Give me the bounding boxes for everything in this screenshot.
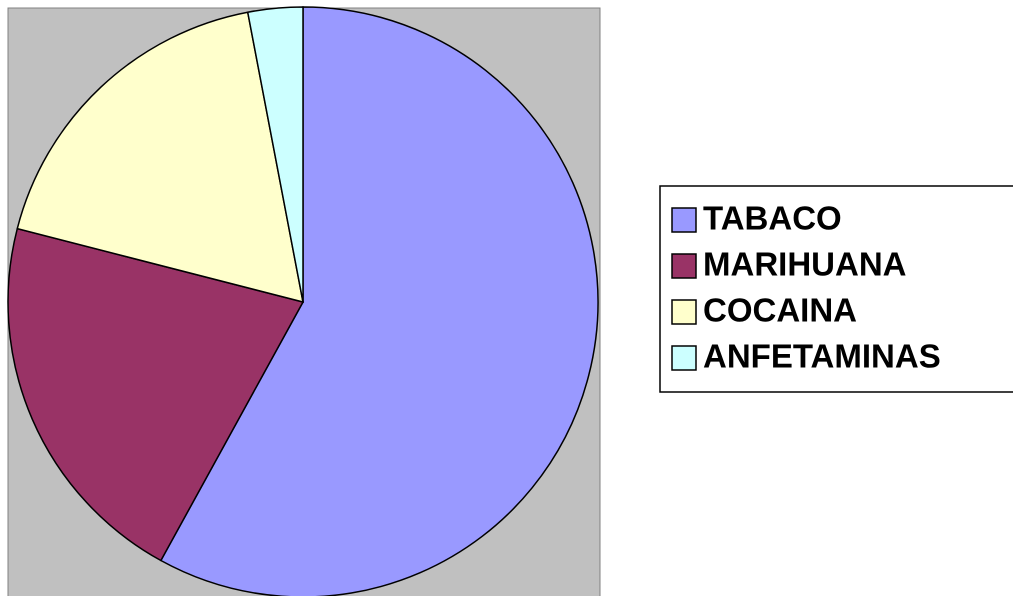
legend-swatch <box>671 299 697 325</box>
legend-swatch <box>671 207 697 233</box>
legend-label: MARIHUANA <box>703 246 906 283</box>
pie-slice <box>159 6 599 596</box>
legend-label: COCAINA <box>703 292 857 329</box>
legend-label: ANFETAMINAS <box>703 338 941 375</box>
legend <box>659 185 1013 393</box>
legend-swatch <box>671 345 697 371</box>
pie-slice <box>246 6 304 303</box>
pie-slice <box>16 11 304 304</box>
legend-swatch <box>671 253 697 279</box>
pie-slice <box>7 227 305 562</box>
legend-label: TABACO <box>703 200 842 237</box>
